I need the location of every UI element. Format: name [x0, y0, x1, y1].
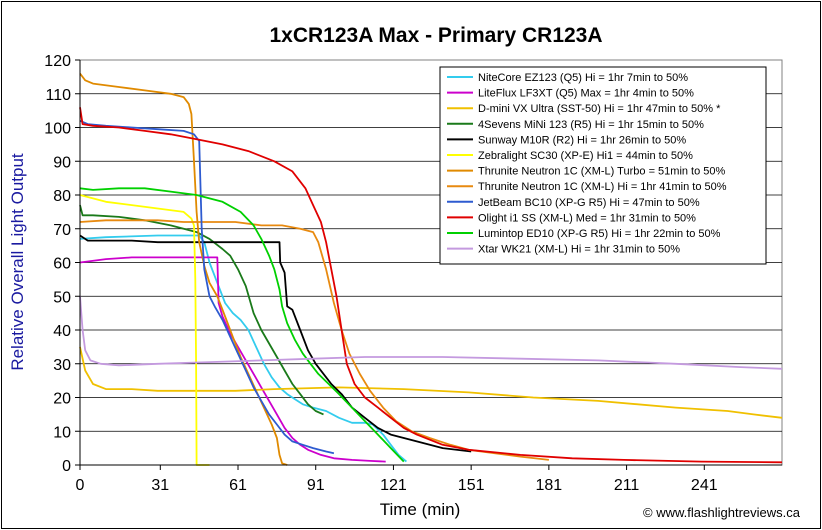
y-tick-label: 20: [53, 391, 71, 408]
series-line-4: [79, 204, 324, 416]
legend-label-6: Zebralight SC30 (XP-E) Hi1 = 44min to 50…: [478, 150, 693, 162]
x-tick-label: 211: [614, 477, 640, 494]
x-tick-label: 61: [229, 477, 247, 494]
chart-title: 1xCR123A Max - Primary CR123A: [269, 24, 602, 47]
y-tick-label: 60: [53, 256, 71, 273]
y-axis-label: Relative Overall Light Output: [8, 153, 27, 371]
legend-label-12: Xtar WK21 (XM-L) Hi = 1hr 31min to 50%: [478, 244, 680, 256]
legend: NiteCore EZ123 (Q5) Hi = 1hr 7min to 50%…: [439, 66, 767, 265]
legend-box: [439, 66, 767, 265]
x-tick-label: 31: [151, 477, 169, 494]
legend-label-5: Sunway M10R (R2) Hi = 1hr 26min to 50%: [478, 134, 686, 146]
x-tick-label: 181: [536, 477, 563, 494]
series-line-3: [79, 346, 783, 419]
series-layer: [79, 72, 783, 466]
y-tick-label: 30: [53, 357, 71, 374]
y-tick-label: 80: [53, 188, 71, 205]
y-tick-label: 120: [44, 53, 71, 70]
series-line-5: [79, 234, 472, 453]
x-tick-labels: 0 31 61 91 121 151 181 211 241: [76, 477, 718, 494]
axis-layer: [75, 59, 782, 470]
x-tick-label: 241: [691, 477, 718, 494]
x-tick-label: 121: [380, 477, 407, 494]
legend-label-3: D-mini VX Ultra (SST-50) Hi = 1hr 47min …: [478, 103, 721, 115]
legend-label-8: Thrunite Neutron 1C (XM-L) Hi = 1hr 41mi…: [478, 181, 727, 193]
legend-label-9: JetBeam BC10 (XP-G R5) Hi = 47min to 50%: [478, 197, 700, 209]
y-tick-label: 90: [53, 154, 71, 171]
y-tick-label: 40: [53, 323, 71, 340]
series-line-11: [79, 187, 405, 463]
series-line-1: [79, 234, 407, 463]
y-tick-label: 70: [53, 222, 71, 239]
series-line-9: [79, 119, 335, 455]
y-tick-label: 50: [53, 289, 71, 306]
series-line-6: [79, 194, 210, 466]
x-axis-label: Time (min): [380, 500, 461, 519]
series-line-8: [79, 219, 550, 461]
legend-entries: NiteCore EZ123 (Q5) Hi = 1hr 7min to 50%…: [447, 72, 727, 256]
legend-label-1: NiteCore EZ123 (Q5) Hi = 1hr 7min to 50%: [478, 72, 688, 84]
x-tick-label: 0: [76, 477, 85, 494]
legend-label-4: 4Sevens MiNi 123 (R5) Hi = 1hr 15min to …: [478, 119, 704, 131]
y-tick-labels: 0 10 20 30 40 50 60 70 80 90 100 110 120: [44, 53, 71, 475]
legend-label-10: Olight i1 SS (XM-L) Med = 1hr 31min to 5…: [478, 212, 696, 224]
y-tick-label: 10: [53, 424, 71, 441]
y-tick-label: 110: [45, 87, 71, 104]
x-tick-label: 91: [307, 477, 325, 494]
series-line-10: [79, 107, 783, 464]
legend-label-7: Thrunite Neutron 1C (XM-L) Turbo = 51min…: [478, 166, 726, 178]
series-line-7: [79, 72, 288, 466]
legend-label-11: Lumintop ED10 (XP-G R5) Hi = 1hr 22min t…: [478, 228, 721, 240]
legend-label-2: LiteFlux LF3XT (Q5) Max = 1hr 4min to 50…: [478, 88, 694, 100]
series-line-2: [79, 256, 386, 463]
y-tick-label: 100: [44, 121, 71, 138]
series-line-12: [79, 296, 783, 370]
x-tick-label: 151: [458, 477, 485, 494]
copyright-text: © www.flashlightreviews.ca: [643, 505, 801, 520]
y-tick-label: 0: [62, 458, 71, 475]
